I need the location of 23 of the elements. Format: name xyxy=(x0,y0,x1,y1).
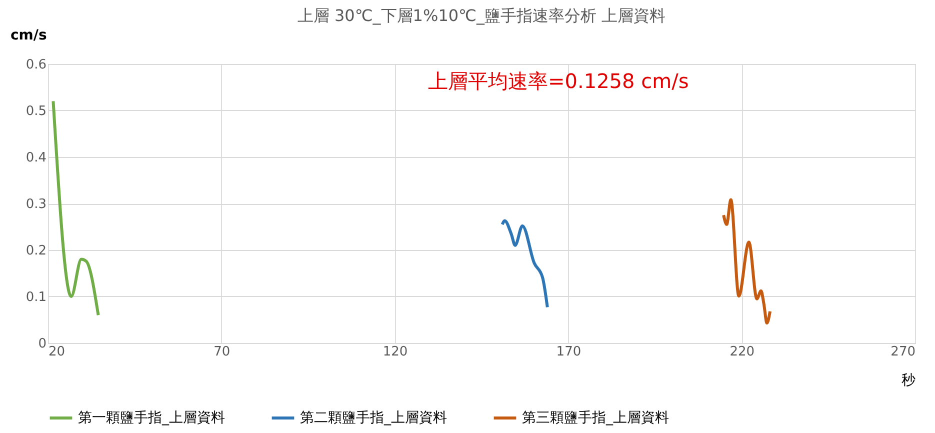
y-tick-label: 0.4 xyxy=(26,150,46,166)
legend-label: 第二顆鹽手指_上層資料 xyxy=(300,410,447,426)
x-tick-label: 120 xyxy=(382,344,408,360)
line-series xyxy=(722,198,772,325)
line-series xyxy=(52,100,100,317)
y-tick-label: 0.3 xyxy=(26,197,46,212)
annotation: 上層平均速率=0.1258 cm/s xyxy=(428,69,689,93)
y-tick-label: 0.1 xyxy=(26,290,46,305)
x-tick-label: 270 xyxy=(890,344,916,360)
y-tick-label: 0.2 xyxy=(26,244,46,258)
x-tick-label: 170 xyxy=(556,344,582,360)
y-tick-label: 0.5 xyxy=(26,104,46,119)
chart-title: 上層 30℃_下層1%10℃_鹽手指速率分析 上層資料 xyxy=(297,6,666,25)
x-tick-label: 70 xyxy=(214,344,230,360)
legend-label: 第一顆鹽手指_上層資料 xyxy=(78,410,225,426)
y-tick-label: 0 xyxy=(38,336,46,352)
line-series xyxy=(500,219,549,309)
legend-label: 第三顆鹽手指_上層資料 xyxy=(522,410,669,426)
x-tick-label: 220 xyxy=(730,344,755,360)
y-tick-label: 0.6 xyxy=(26,58,46,72)
y-axis-title: cm/s xyxy=(10,28,47,44)
x-axis-title: 秒 xyxy=(902,372,916,388)
x-tick-label: 20 xyxy=(48,344,66,360)
